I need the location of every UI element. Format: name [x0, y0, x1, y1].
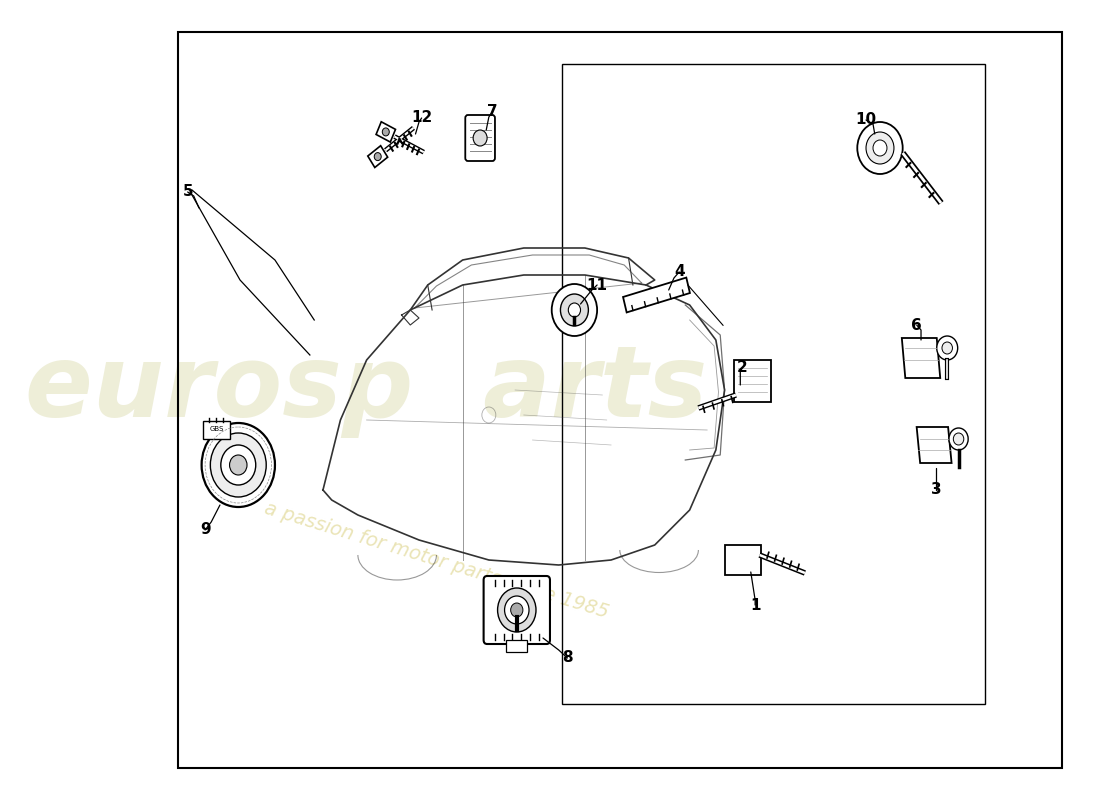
Circle shape: [473, 130, 487, 146]
FancyBboxPatch shape: [484, 576, 550, 644]
Text: 10: 10: [856, 113, 877, 127]
Bar: [562, 64, 984, 704]
Text: 12: 12: [411, 110, 432, 126]
Circle shape: [374, 153, 382, 161]
Circle shape: [560, 294, 588, 326]
Circle shape: [569, 303, 581, 317]
Text: 9: 9: [200, 522, 210, 538]
Polygon shape: [916, 427, 952, 463]
Circle shape: [383, 128, 389, 136]
Text: 8: 8: [562, 650, 573, 666]
Polygon shape: [376, 122, 396, 142]
Text: 1: 1: [750, 598, 760, 613]
Circle shape: [497, 588, 536, 632]
Text: a passion for motor parts since 1985: a passion for motor parts since 1985: [262, 498, 610, 622]
Circle shape: [954, 433, 964, 445]
Polygon shape: [623, 278, 690, 313]
Circle shape: [210, 433, 266, 497]
Circle shape: [230, 455, 248, 475]
Circle shape: [942, 342, 953, 354]
Text: 3: 3: [931, 482, 942, 498]
Circle shape: [873, 140, 887, 156]
Circle shape: [937, 336, 958, 360]
Text: GBS: GBS: [209, 426, 223, 432]
Bar: [506, 640, 527, 652]
FancyBboxPatch shape: [725, 545, 761, 575]
Circle shape: [505, 596, 529, 624]
Text: eurosp  arts: eurosp arts: [25, 342, 707, 438]
FancyBboxPatch shape: [734, 360, 771, 402]
Text: 4: 4: [674, 265, 684, 279]
Text: 7: 7: [487, 105, 497, 119]
Polygon shape: [367, 146, 387, 167]
FancyBboxPatch shape: [465, 115, 495, 161]
Circle shape: [857, 122, 903, 174]
Polygon shape: [902, 338, 940, 378]
Circle shape: [510, 603, 522, 617]
Circle shape: [866, 132, 894, 164]
Circle shape: [201, 423, 275, 507]
Text: 11: 11: [586, 278, 607, 293]
Text: 6: 6: [911, 318, 922, 333]
Text: 2: 2: [737, 361, 747, 375]
Circle shape: [221, 445, 255, 485]
FancyBboxPatch shape: [204, 421, 230, 439]
Circle shape: [552, 284, 597, 336]
Text: 5: 5: [183, 185, 192, 199]
Circle shape: [949, 428, 968, 450]
